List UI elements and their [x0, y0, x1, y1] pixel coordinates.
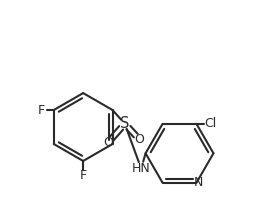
Text: O: O	[103, 136, 113, 149]
Text: HN: HN	[132, 162, 151, 175]
Text: F: F	[38, 104, 45, 117]
Text: F: F	[80, 169, 87, 182]
Text: S: S	[120, 116, 130, 131]
Text: Cl: Cl	[205, 117, 217, 130]
Text: N: N	[193, 176, 203, 189]
Text: O: O	[134, 132, 144, 146]
